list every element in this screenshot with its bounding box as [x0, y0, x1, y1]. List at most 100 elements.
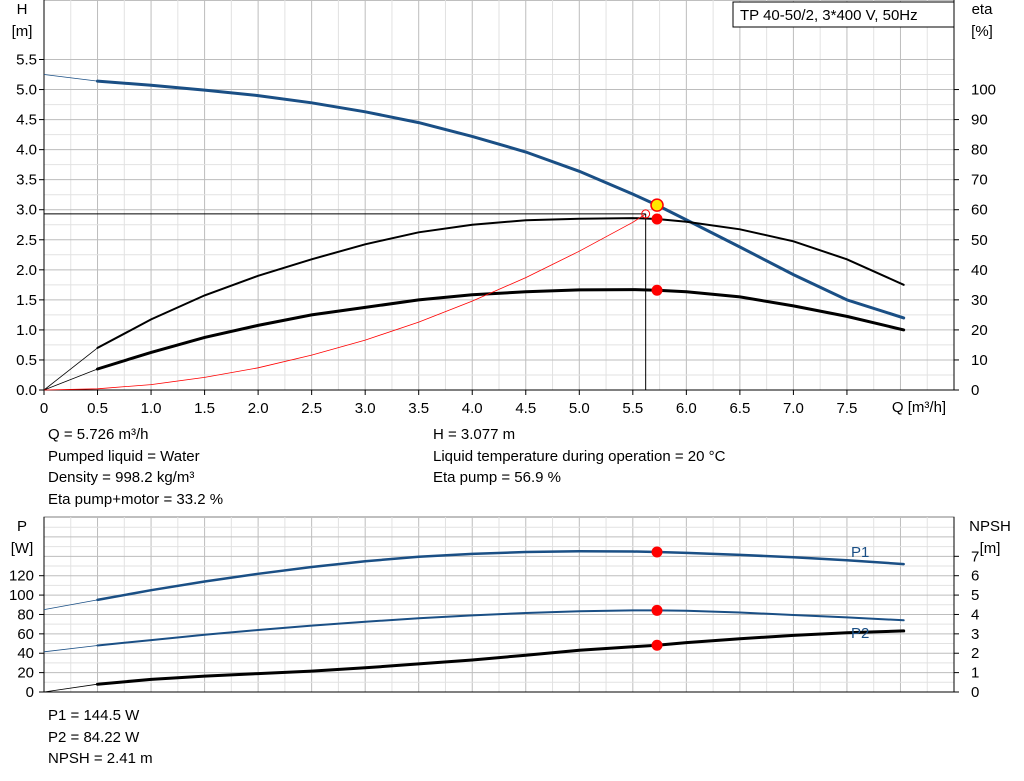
y-tick-label-left: 100 — [9, 587, 34, 604]
series-label-p2: P2 — [851, 625, 869, 642]
power-info: P1 = 144.5 W P2 = 84.22 W NPSH = 2.41 m — [48, 705, 153, 770]
x-tick-label: 3.5 — [408, 400, 429, 417]
eta-total-curve — [96, 288, 906, 371]
y-tick-label-left: 0 — [26, 684, 34, 701]
operating-info-right: H = 3.077 m Liquid temperature during op… — [433, 424, 725, 489]
info-pumped-liquid: Pumped liquid = Water — [48, 447, 200, 465]
p1-curve-extension — [43, 599, 98, 610]
y-axis-label-h: H — [17, 1, 28, 18]
y-axis-label-p: P — [17, 518, 27, 535]
y-axis-label-npsh: NPSH — [969, 518, 1011, 535]
y-tick-label-left: 20 — [17, 665, 34, 682]
y-tick-label-left: 4.5 — [16, 112, 37, 129]
y-tick-label-right: 10 — [971, 352, 988, 369]
npsh-marker — [651, 639, 663, 651]
x-tick-label: 2.0 — [248, 400, 269, 417]
y-tick-label-left: 60 — [17, 626, 34, 643]
y-tick-label-right: 5 — [971, 587, 979, 604]
y-tick-label-right: 3 — [971, 626, 979, 643]
y-tick-label-right: 2 — [971, 645, 979, 662]
x-tick-label: 1.0 — [141, 400, 162, 417]
x-tick-label: 0.5 — [87, 400, 108, 417]
operating-point-markers — [44, 198, 664, 651]
y-tick-label-right: 80 — [971, 142, 988, 159]
x-tick-label: 7.0 — [783, 400, 804, 417]
title-box — [732, 1, 955, 28]
y-tick-label-left: 1.5 — [16, 292, 37, 309]
p1-curve — [96, 550, 905, 602]
info-liquid-temperature: Liquid temperature during operation = 20… — [433, 447, 726, 465]
x-axis-label-q: Q [m³/h] — [892, 399, 946, 416]
y-tick-label-right: 20 — [971, 322, 988, 339]
x-tick-label: 1.5 — [194, 400, 215, 417]
info-head: H = 3.077 m — [433, 426, 516, 443]
y-tick-label-left: 0.5 — [16, 352, 37, 369]
y-tick-label-right: 50 — [971, 232, 988, 249]
x-tick-label: 2.5 — [301, 400, 322, 417]
y-tick-label-right: 7 — [971, 548, 979, 565]
operating-info-left: Q = 5.726 m³/h Pumped liquid = Water Den… — [48, 424, 223, 510]
y-tick-label-right: 100 — [971, 82, 996, 99]
y-tick-label-right: 6 — [971, 568, 979, 585]
x-tick-label: 6.5 — [729, 400, 750, 417]
y-tick-label-right: 90 — [971, 112, 988, 129]
y-tick-label-left: 3.0 — [16, 202, 37, 219]
eta-pump-curve-extension — [43, 347, 98, 391]
x-tick-label: 5.0 — [569, 400, 590, 417]
info-p2: P2 = 84.22 W — [48, 728, 140, 746]
y-tick-label-left: 3.5 — [16, 172, 37, 189]
y-tick-label-left: 120 — [9, 568, 34, 585]
info-flow: Q = 5.726 m³/h — [48, 426, 149, 443]
y-tick-label-left: 2.5 — [16, 232, 37, 249]
x-tick-label: 5.5 — [622, 400, 643, 417]
head-chart-series — [43, 74, 906, 391]
y-tick-label-right: 30 — [971, 292, 988, 309]
p2-curve — [96, 609, 905, 647]
y-axis-unit-p: [W] — [11, 540, 34, 557]
p2-curve-extension — [43, 645, 98, 653]
y-axis-label-eta: eta — [972, 1, 994, 18]
eta-total-marker — [651, 284, 663, 296]
y-tick-label-right: 1 — [971, 665, 979, 682]
y-axis-unit-h: [m] — [12, 23, 33, 40]
y-tick-label-left: 40 — [17, 645, 34, 662]
head-curve — [96, 79, 906, 320]
chart-title: TP 40-50/2, 3*400 V, 50Hz — [740, 7, 918, 24]
info-p1: P1 = 144.5 W — [48, 707, 140, 724]
y-tick-label-left: 5.5 — [16, 52, 37, 69]
info-density: Density = 998.2 kg/m³ — [48, 469, 195, 486]
y-tick-label-right: 4 — [971, 606, 979, 623]
eta-pump-marker — [651, 213, 663, 225]
head-curve-extension — [43, 74, 98, 82]
y-tick-label-right: 0 — [971, 684, 979, 701]
y-tick-label-right: 60 — [971, 202, 988, 219]
x-tick-label: 6.0 — [676, 400, 697, 417]
duty-point-marker — [650, 198, 664, 212]
npsh-curve — [96, 629, 906, 686]
y-tick-label-left: 5.0 — [16, 82, 37, 99]
y-tick-label-right: 40 — [971, 262, 988, 279]
y-tick-label-left: 80 — [17, 606, 34, 623]
y-tick-label-left: 0.0 — [16, 382, 37, 399]
eta-total-curve-extension — [43, 368, 98, 391]
y-tick-label-right: 70 — [971, 172, 988, 189]
head-chart-grid — [43, 0, 955, 391]
axis-tick-labels: 0 0.5 1.0 1.5 2.0 2.5 3.0 3.5 4.0 4.5 5.0 5.5 6.0 6.5… — [9, 52, 996, 702]
y-tick-label-left: 4.0 — [16, 142, 37, 159]
x-tick-label: 0 — [40, 400, 48, 417]
system-curve-end-marker — [641, 209, 651, 219]
y-tick-label-left: 2.0 — [16, 262, 37, 279]
power-chart-grid — [43, 516, 955, 693]
x-tick-label: 4.0 — [462, 400, 483, 417]
info-npsh: NPSH = 2.41 m — [48, 750, 153, 767]
info-eta-pump: Eta pump = 56.9 % — [433, 469, 561, 486]
y-tick-label-right: 0 — [971, 382, 979, 399]
series-label-p1: P1 — [851, 544, 869, 561]
p1-marker — [651, 546, 663, 558]
npsh-curve-extension — [43, 683, 98, 693]
info-eta-pump-motor: Eta pump+motor = 33.2 % — [48, 490, 224, 508]
x-tick-label: 3.0 — [355, 400, 376, 417]
x-tick-label: 7.5 — [837, 400, 858, 417]
system-curve — [43, 213, 646, 391]
